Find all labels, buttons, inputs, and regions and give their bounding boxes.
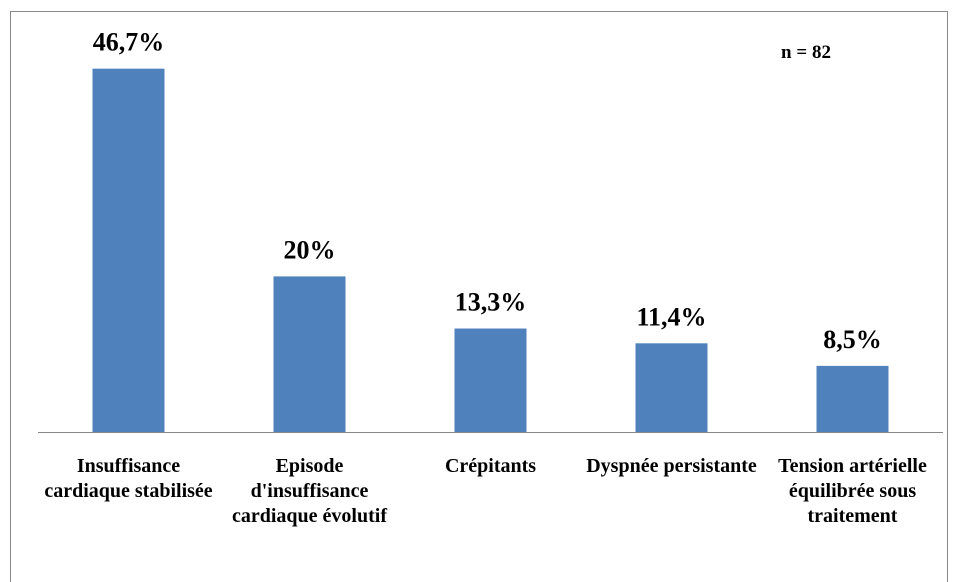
bar: [454, 328, 527, 432]
data-label: 46,7%: [93, 28, 165, 57]
x-tick-label: Episode d'insuffisance cardiaque évoluti…: [232, 455, 387, 527]
x-tick-label: Tension artérielle équilibrée sous trait…: [778, 455, 927, 527]
x-tick-label: Insuffisance cardiaque stabilisée: [44, 455, 213, 502]
bar: [92, 68, 165, 432]
data-label: 13,3%: [455, 288, 527, 317]
bar: [816, 365, 889, 432]
x-tick-label: Dyspnée persistante: [586, 455, 757, 477]
bar: [635, 343, 708, 432]
data-label: 8,5%: [823, 325, 882, 354]
frame: [10, 11, 948, 582]
bar: [273, 276, 346, 432]
annotation: n = 82: [781, 42, 831, 63]
x-tick-label: Crépitants: [444, 455, 537, 477]
data-label: 20%: [284, 235, 336, 264]
data-label: 11,4%: [636, 302, 706, 331]
